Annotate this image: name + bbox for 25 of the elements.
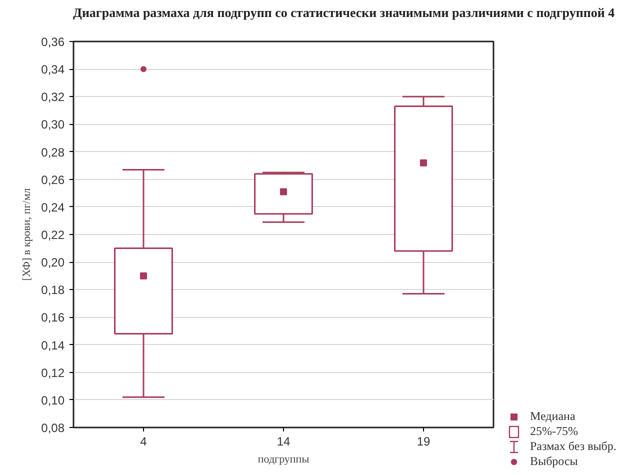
y-tick-label: 0,20 — [41, 256, 65, 270]
y-tick-label: 0,34 — [41, 62, 65, 77]
y-tick-label: 0,16 — [41, 310, 65, 325]
x-tick-label: 14 — [276, 434, 290, 448]
y-tick-label: 0,12 — [41, 366, 65, 380]
text: Выбросы — [530, 452, 578, 470]
y-tick-label: 0,18 — [41, 283, 65, 298]
text: Медиана — [530, 408, 576, 425]
x-tick-label: 4 — [140, 434, 148, 448]
y-tick-label: 0,30 — [41, 118, 65, 132]
y-tick-label: 0,36 — [41, 35, 65, 49]
y-tick-label: 0,26 — [41, 172, 65, 187]
text: Размах без выбр. — [530, 438, 616, 455]
y-tick-label: 0,10 — [41, 393, 65, 408]
y-tick-label: 0,14 — [41, 338, 65, 352]
chart-title: Диаграмма размаха для подгрупп со статистически значимыми различиями с подгруппой 4 — [72, 4, 615, 22]
y-tick-label: 0,32 — [41, 90, 65, 104]
x-tick-label: 19 — [416, 434, 430, 448]
y-tick-label: 0,08 — [41, 421, 65, 435]
y-tick-label: 0,24 — [41, 200, 65, 214]
text: 25%-75% — [530, 422, 578, 440]
y-axis-title: [ХФ] в крови, пг/мл — [21, 188, 34, 281]
x-axis-title: подгруппы — [258, 454, 310, 466]
y-tick-label: 0,28 — [41, 145, 65, 160]
y-tick-label: 0,22 — [41, 228, 65, 242]
